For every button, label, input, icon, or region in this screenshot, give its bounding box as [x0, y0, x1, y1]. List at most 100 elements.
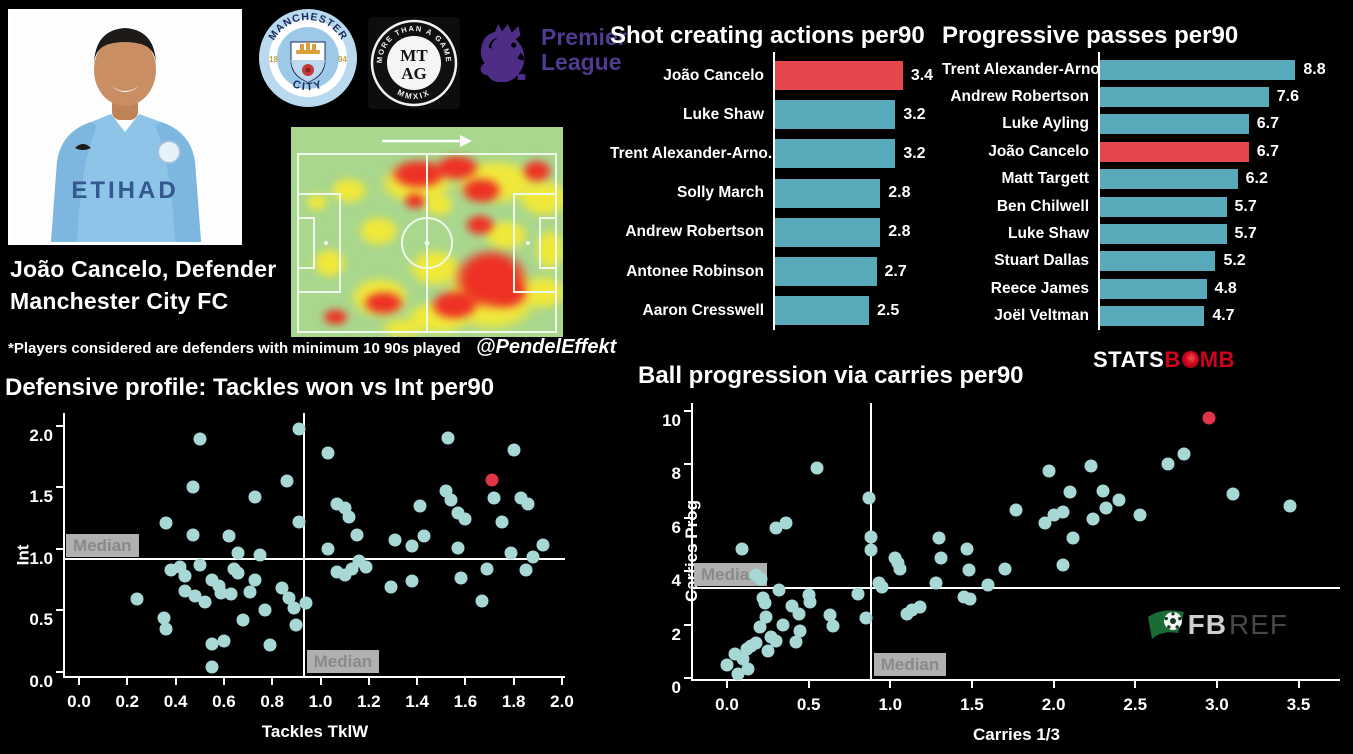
chart-shot-creating-actions: Shot creating actions per90 João Cancelo…: [610, 22, 990, 352]
scatter-point: [342, 510, 356, 524]
scatter-point: [475, 594, 489, 608]
scatter-point: [932, 531, 946, 545]
scatter-point: [458, 512, 472, 526]
scatter-point: [536, 538, 550, 552]
bar-row: Luke Ayling 6.7: [942, 111, 1347, 138]
scatter-point: [893, 562, 907, 576]
x-tick-mark: [464, 678, 467, 685]
mtag-text-line1: MT: [400, 46, 428, 65]
bar-category-label: Aaron Cresswell: [642, 301, 764, 319]
x-tick-label: 0.5: [796, 695, 821, 714]
x-tick-label: 1.6: [453, 692, 478, 711]
scatter-point: [193, 558, 207, 572]
chart-defensive-profile: Defensive profile: Tackles won vs Int pe…: [0, 370, 610, 754]
heat-blob: [516, 156, 557, 187]
scatter-point: [350, 528, 364, 542]
scatter-point: [495, 515, 509, 529]
bar-row: Andrew Robertson 2.8: [610, 213, 990, 252]
y-tick-label: 8: [671, 464, 681, 484]
scatter-point: [231, 566, 245, 580]
bar-value-label: 2.8: [888, 184, 911, 202]
scatter-point: [507, 443, 521, 457]
scatter-point: [789, 635, 803, 649]
plot-area: Int Tackles TklW Median Median 0.0 0.2 0.4 0.…: [13, 413, 574, 741]
bar-row: Luke Shaw 3.2: [610, 95, 990, 134]
scatter-point: [388, 533, 402, 547]
scatter-point: [205, 637, 219, 651]
scatter-point: [157, 611, 171, 625]
scatter-point: [981, 578, 995, 592]
scatter-point: [851, 587, 865, 601]
chart-progressive-passes: Progressive passes per90 Trent Alexander…: [942, 22, 1347, 352]
badge-year-right: 94: [338, 55, 347, 64]
scatter-point: [1056, 558, 1070, 572]
bar-category-label: Luke Shaw: [683, 105, 764, 123]
x-tick-label: 0.0: [67, 692, 91, 711]
bar: [1100, 251, 1216, 272]
scatter-point: [864, 543, 878, 557]
x-tick-mark: [807, 681, 810, 688]
x-tick-mark: [367, 678, 370, 685]
scatter-point: [875, 580, 889, 594]
bar-category-label: Trent Alexander-Arno..: [610, 144, 777, 162]
scatter-point: [759, 610, 773, 624]
bar-value-label: 5.7: [1234, 225, 1257, 243]
y-tick-label: 6: [671, 517, 681, 537]
scatter-point: [779, 516, 793, 530]
x-tick-label: 2.0: [550, 692, 574, 711]
scatter-point: [193, 432, 207, 446]
y-tick-mark: [56, 609, 63, 612]
bar-category-label: Andrew Robertson: [950, 88, 1089, 106]
manchester-city-badge: MANCHESTER CITY 18 94: [258, 8, 358, 113]
bar: [1100, 87, 1269, 108]
scatter-point: [224, 587, 238, 601]
bar-category-label: Joël Veltman: [994, 307, 1089, 325]
mtag-logo: MORE THAN A GAME MMXIX MT AG: [368, 17, 460, 114]
bar-value-label: 4.7: [1212, 307, 1235, 325]
scatter-point: [275, 581, 289, 595]
scatter-point: [186, 528, 199, 542]
scatter-point: [159, 622, 173, 636]
bar-category-label: Antonee Robinson: [626, 262, 764, 280]
scatter-point: [454, 571, 468, 585]
x-tick-label: 2.5: [1123, 695, 1148, 714]
scatter-point: [519, 563, 533, 577]
bar-category-label: Ben Chilwell: [996, 197, 1089, 215]
scatter-point: [258, 603, 272, 617]
scatter-point: [384, 580, 398, 594]
scatter-point: [359, 560, 373, 574]
scatter-point: [1161, 457, 1175, 471]
scatter-point: [413, 499, 426, 513]
scatter-point: [963, 592, 977, 606]
scatter-point: [280, 474, 294, 488]
scatter-point: [792, 607, 806, 621]
scatter-point: [236, 613, 250, 627]
x-tick-label: 3.0: [1205, 695, 1229, 714]
bar-category-label: João Cancelo: [988, 142, 1089, 160]
x-tick-label: 0.2: [115, 692, 140, 711]
bar-row: Aaron Cresswell 2.5: [610, 291, 990, 330]
median-line-vertical: [302, 413, 305, 676]
watermark-handle: @PendelEffekt: [476, 336, 617, 358]
bar-row: João Cancelo 6.7: [942, 138, 1347, 165]
bar: [1100, 224, 1227, 245]
scatter-point: [292, 515, 306, 529]
touch-heatmap: [291, 127, 563, 337]
bar-row: Stuart Dallas 5.2: [942, 248, 1347, 275]
bar-category-label: Matt Targett: [1001, 170, 1089, 188]
premier-league-logo: Premier League: [475, 18, 627, 82]
heat-blobs: [291, 127, 563, 337]
median-label-vertical: Median: [306, 650, 380, 673]
scatter-point: [749, 636, 763, 650]
scatter-point: [962, 563, 976, 577]
y-tick-label: 1.5: [29, 487, 53, 507]
bar: [775, 178, 881, 208]
scatter-point: [1226, 487, 1240, 501]
bar-value-label: 5.2: [1223, 252, 1246, 270]
scatter-point: [263, 638, 277, 652]
bar-row: Ben Chilwell 5.7: [942, 193, 1347, 220]
x-tick-mark: [1052, 681, 1055, 688]
scatter-point: [1056, 505, 1070, 519]
bar-value-label: 3.2: [903, 105, 926, 123]
bar-highlighted: [775, 61, 903, 91]
